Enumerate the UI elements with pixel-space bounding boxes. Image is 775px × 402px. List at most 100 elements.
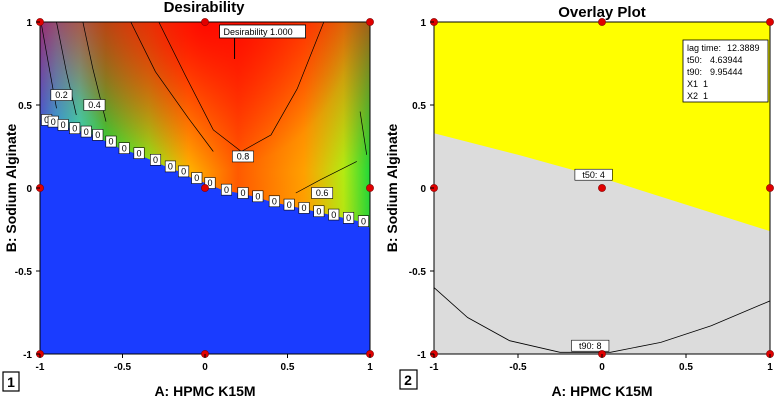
overlay-x-tick-label: -0.5 xyxy=(509,362,527,373)
zero-contour-label-box xyxy=(150,153,162,166)
zero-contour-label-box xyxy=(237,187,249,199)
legend-x1-name: X1 xyxy=(687,79,698,89)
zero-contour-label: 0 xyxy=(168,162,173,172)
zero-contour-label-box xyxy=(204,177,216,189)
desirability-contour-label: 0.6 xyxy=(316,188,329,198)
desirability-x-tick-label: -0.5 xyxy=(114,362,132,373)
desirability-y-tick-label: -1 xyxy=(23,350,32,361)
zero-contour-label-box xyxy=(191,172,203,184)
desirability-x-tick-label: 1 xyxy=(367,362,373,373)
zero-contour-label-box xyxy=(92,129,104,141)
overlay-y-tick-label: -1 xyxy=(417,350,426,361)
desirability-contour-line xyxy=(295,161,357,194)
overlay-design-point xyxy=(766,184,774,192)
desirability-contour-line xyxy=(130,22,214,152)
zero-contour-label-box xyxy=(328,208,340,221)
overlay-title: Overlay Plot xyxy=(558,4,646,21)
zero-contour-label-box xyxy=(133,147,145,159)
desirability-contour-label: 0.8 xyxy=(237,152,250,162)
desirability-contour-label: 0.2 xyxy=(55,90,68,100)
zero-contour-label: 0 xyxy=(61,120,66,130)
zero-contour-label: 0 xyxy=(240,188,245,198)
zero-contour-label-box xyxy=(164,160,176,173)
overlay-ticks: -1 -0.5 0 0.5 1 1 0.5 0 -0.5 -1 xyxy=(409,18,773,373)
zero-contour-label: 0 xyxy=(287,200,292,210)
desirability-design-point xyxy=(366,184,374,192)
legend-x2-name: X2 xyxy=(687,91,698,101)
zero-contour-label-box xyxy=(69,122,81,135)
overlay-contour-label: t50: 4 xyxy=(582,170,605,180)
zero-contour-label-box xyxy=(283,198,295,211)
panel-2-number: 2 xyxy=(404,372,412,388)
panel-2-box xyxy=(399,369,418,390)
overlay-legend-box xyxy=(682,39,769,103)
legend-t50-value: 4.63944 xyxy=(710,55,743,65)
overlay-x-tick-label: 1 xyxy=(767,362,773,373)
zero-contour-label: 0 xyxy=(122,143,127,153)
overlay-design-point xyxy=(766,18,774,26)
desirability-contour-line xyxy=(359,111,368,155)
desirability-contour-label-box xyxy=(83,99,106,111)
zero-contour-label: 0 xyxy=(302,203,307,213)
desirability-contour-line xyxy=(56,22,77,116)
desirability-x-tick-label: 0 xyxy=(202,362,208,373)
overlay-legend: lag time: 12.3889 t50: 4.63944 t90: 9.95… xyxy=(682,39,769,103)
zero-contour-label: 0 xyxy=(51,117,56,127)
zero-contour-label-box xyxy=(80,125,92,138)
desirability-title: Desirability xyxy=(164,0,246,16)
zero-contour-label: 0 xyxy=(44,115,49,125)
overlay-contour-label-box xyxy=(574,168,613,181)
desirability-contour-label-box xyxy=(50,89,73,101)
zero-contour-label: 0 xyxy=(181,167,186,177)
panel-1-box xyxy=(2,371,20,392)
desirability-contour-label-box xyxy=(311,187,334,199)
desirability-y-tick-label: 0.5 xyxy=(18,101,32,112)
zero-contour-label: 0 xyxy=(224,185,229,195)
desirability-ticks: -1 -0.5 0 0.5 1 1 0.5 0 -0.5 -1 xyxy=(15,18,373,373)
zero-contour-label-box xyxy=(57,119,69,131)
desirability-y-tick-label: -0.5 xyxy=(15,267,33,278)
overlay-contour-labels: t50: 4 t90: 8 xyxy=(571,168,613,352)
overlay-design-point xyxy=(598,18,606,26)
desirability-design-point xyxy=(201,184,209,192)
overlay-design-point xyxy=(598,184,606,192)
zero-desirability-region xyxy=(40,119,370,354)
desirability-contour-labels: 0.2 0.4 0.8 0.6 xyxy=(50,89,334,199)
zero-contour-label: 0 xyxy=(331,210,336,220)
overlay-contour-label: t90: 8 xyxy=(579,341,602,351)
overlay-y-tick-label: 0 xyxy=(420,184,426,195)
desirability-panel: Desirability 0 0 0 0 0 000 000 00 00 0 0 0 0 0 0 0 0 0 0.… xyxy=(2,0,374,399)
zero-contour-label: 0 xyxy=(137,148,142,158)
overlay-panel: Overlay Plot lag time: 12.3889 t50: 4.63… xyxy=(384,4,774,399)
overlay-x-tick-label: 0 xyxy=(599,362,605,373)
zero-contour-label-box xyxy=(343,212,355,224)
zero-contour-labels: 0 0 0 0 0 000 000 00 00 0 0 0 0 0 0 0 0 0 xyxy=(41,114,369,227)
zero-contour-label: 0 xyxy=(108,137,113,147)
legend-t50-name: t50: xyxy=(687,55,702,65)
t90-contour-line xyxy=(434,287,770,353)
zero-contour-label: 0 xyxy=(194,173,199,183)
zero-contour-label-box xyxy=(357,215,369,227)
desirability-flag: Desirability 1.000 xyxy=(219,24,306,59)
zero-contour-label-box xyxy=(221,183,233,196)
desirability-x-tick-label: -1 xyxy=(36,362,45,373)
legend-x1-value: 1 xyxy=(703,79,708,89)
legend-t90-name: t90: xyxy=(687,67,702,77)
desirability-design-point xyxy=(201,18,209,26)
zero-contour-label: 0 xyxy=(316,206,321,216)
legend-t90-value: 9.95444 xyxy=(710,67,743,77)
zero-contour-label: 0 xyxy=(153,155,158,165)
zero-contour-label-box xyxy=(268,195,280,208)
overlay-y-tick-label: 1 xyxy=(420,18,426,29)
legend-lag-time-name: lag time: xyxy=(687,43,721,53)
panel-1-number: 1 xyxy=(7,374,15,390)
zero-contour-label: 0 xyxy=(272,196,277,206)
overlay-x-tick-label: -1 xyxy=(430,362,439,373)
legend-x2-value: 1 xyxy=(703,91,708,101)
desirability-design-point xyxy=(366,18,374,26)
zero-contour-label: 0 xyxy=(95,130,100,140)
zero-contour-label: 0 xyxy=(84,127,89,137)
desirability-x-tick-label: 0.5 xyxy=(281,362,295,373)
desirability-y-tick-label: 1 xyxy=(26,18,32,29)
